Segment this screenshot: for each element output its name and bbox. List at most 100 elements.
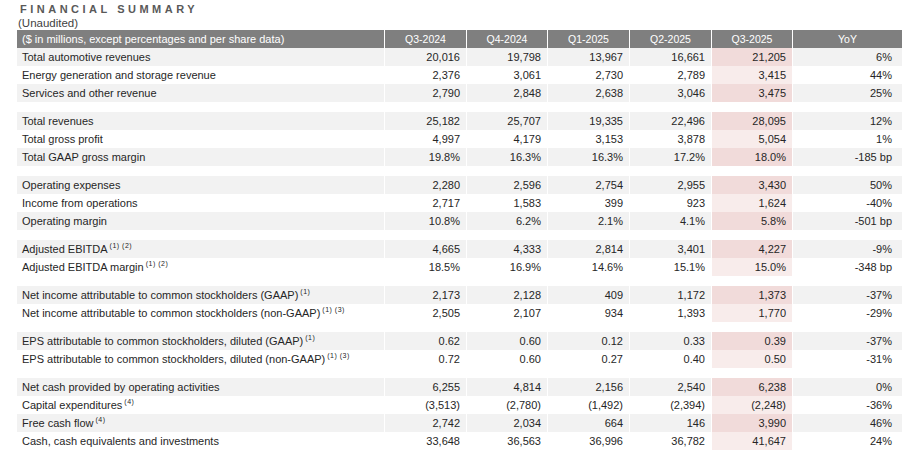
value-cell: 2,505 xyxy=(385,304,467,322)
row-label: Net income attributable to common stockh… xyxy=(17,304,385,322)
value-cell: 4,997 xyxy=(385,130,467,148)
value-cell: 0.60 xyxy=(467,332,548,350)
yoy-value-cell: -37% xyxy=(793,286,902,304)
value-cell: 19,335 xyxy=(548,112,630,130)
value-cell: 0.62 xyxy=(385,332,467,350)
value-cell: 146 xyxy=(630,414,712,432)
row-label: Services and other revenue xyxy=(17,84,385,102)
value-cell: 0.60 xyxy=(467,350,548,368)
table-row: Total gross profit4,9974,1793,1533,8785,… xyxy=(17,130,902,148)
table-row: Services and other revenue2,7902,8482,63… xyxy=(17,84,902,102)
value-cell: 19.8% xyxy=(385,148,467,166)
row-label: EPS attributable to common stockholders,… xyxy=(17,332,385,350)
row-label: Net income attributable to common stockh… xyxy=(17,286,385,304)
yoy-value-cell: 50% xyxy=(793,176,902,194)
row-label: EPS attributable to common stockholders,… xyxy=(17,350,385,368)
yoy-value-cell: 6% xyxy=(793,48,902,66)
table-row: Adjusted EBITDA(1) (2)4,6654,3332,8143,4… xyxy=(17,240,902,258)
value-cell: 4,179 xyxy=(467,130,548,148)
page-subtitle: (Unaudited) xyxy=(18,17,78,29)
value-cell: 2,717 xyxy=(385,194,467,212)
value-cell: 3,430 xyxy=(712,176,793,194)
value-cell: 2,848 xyxy=(467,84,548,102)
value-cell: 3,401 xyxy=(630,240,712,258)
value-cell: 4,227 xyxy=(712,240,793,258)
table-section: Net income attributable to common stockh… xyxy=(17,286,902,322)
value-cell: 6,238 xyxy=(712,378,793,396)
column-header-yoy: YoY xyxy=(793,30,902,48)
value-cell: 399 xyxy=(548,194,630,212)
yoy-value-cell: 24% xyxy=(793,432,902,450)
row-label: Total GAAP gross margin xyxy=(17,148,385,166)
row-label: Adjusted EBITDA margin(1) (2) xyxy=(17,258,385,276)
value-cell: 2,156 xyxy=(548,378,630,396)
value-cell: 2,730 xyxy=(548,66,630,84)
row-label: Free cash flow(4) xyxy=(17,414,385,432)
table-section: Net cash provided by operating activitie… xyxy=(17,378,902,450)
yoy-value-cell: 1% xyxy=(793,130,902,148)
value-cell: 934 xyxy=(548,304,630,322)
column-header-q2-2025: Q2-2025 xyxy=(630,30,712,48)
footnote-ref: (1) (2) xyxy=(110,242,133,249)
value-cell: 1,624 xyxy=(712,194,793,212)
row-label: Operating expenses xyxy=(17,176,385,194)
row-label: Total automotive revenues xyxy=(17,48,385,66)
footnote-ref: (1) xyxy=(300,288,310,295)
value-cell: 2,742 xyxy=(385,414,467,432)
table-row: Total revenues25,18225,70719,33522,49628… xyxy=(17,112,902,130)
yoy-value-cell: -9% xyxy=(793,240,902,258)
value-cell: 22,496 xyxy=(630,112,712,130)
row-label: Capital expenditures(4) xyxy=(17,396,385,414)
table-section: Total revenues25,18225,70719,33522,49628… xyxy=(17,112,902,166)
value-cell: (1,492) xyxy=(548,396,630,414)
row-label: Total revenues xyxy=(17,112,385,130)
yoy-value-cell: -37% xyxy=(793,332,902,350)
value-cell: 2,789 xyxy=(630,66,712,84)
yoy-value-cell: 0% xyxy=(793,378,902,396)
value-cell: 0.50 xyxy=(712,350,793,368)
value-cell: 3,415 xyxy=(712,66,793,84)
value-cell: 5.8% xyxy=(712,212,793,230)
value-cell: 18.0% xyxy=(712,148,793,166)
footnote-ref: (1) (2) xyxy=(146,260,169,267)
value-cell: 2,173 xyxy=(385,286,467,304)
row-label: Adjusted EBITDA(1) (2) xyxy=(17,240,385,258)
value-cell: 36,782 xyxy=(630,432,712,450)
table-section: EPS attributable to common stockholders,… xyxy=(17,332,902,368)
value-cell: 2,107 xyxy=(467,304,548,322)
value-cell: 1,583 xyxy=(467,194,548,212)
yoy-value-cell: -501 bp xyxy=(793,212,902,230)
value-cell: (2,780) xyxy=(467,396,548,414)
value-cell: 1,393 xyxy=(630,304,712,322)
value-cell: 0.72 xyxy=(385,350,467,368)
yoy-value-cell: 25% xyxy=(793,84,902,102)
value-cell: 16,661 xyxy=(630,48,712,66)
table-row: Energy generation and storage revenue2,3… xyxy=(17,66,902,84)
value-cell: 1,172 xyxy=(630,286,712,304)
yoy-value-cell: -40% xyxy=(793,194,902,212)
value-cell: 0.33 xyxy=(630,332,712,350)
value-cell: 2,376 xyxy=(385,66,467,84)
value-cell: 409 xyxy=(548,286,630,304)
value-cell: 16.3% xyxy=(548,148,630,166)
value-cell: 2,128 xyxy=(467,286,548,304)
value-cell: 0.27 xyxy=(548,350,630,368)
value-cell: 1,373 xyxy=(712,286,793,304)
value-cell: 5,054 xyxy=(712,130,793,148)
value-cell: 664 xyxy=(548,414,630,432)
financial-summary-page: FINANCIAL SUMMARY (Unaudited) ($ in mill… xyxy=(0,0,902,450)
table-row: Net income attributable to common stockh… xyxy=(17,286,902,304)
value-cell: 3,990 xyxy=(712,414,793,432)
value-cell: 2,638 xyxy=(548,84,630,102)
table-row: Income from operations2,7171,5833999231,… xyxy=(17,194,902,212)
value-cell: 21,205 xyxy=(712,48,793,66)
value-cell: 3,153 xyxy=(548,130,630,148)
value-cell: (2,394) xyxy=(630,396,712,414)
footnote-ref: (1) (3) xyxy=(322,306,345,313)
value-cell: 3,475 xyxy=(712,84,793,102)
footnote-ref: (4) xyxy=(96,416,106,423)
value-cell: 19,798 xyxy=(467,48,548,66)
value-cell: 16.9% xyxy=(467,258,548,276)
yoy-value-cell: 12% xyxy=(793,112,902,130)
table-row: Adjusted EBITDA margin(1) (2)18.5%16.9%1… xyxy=(17,258,902,276)
